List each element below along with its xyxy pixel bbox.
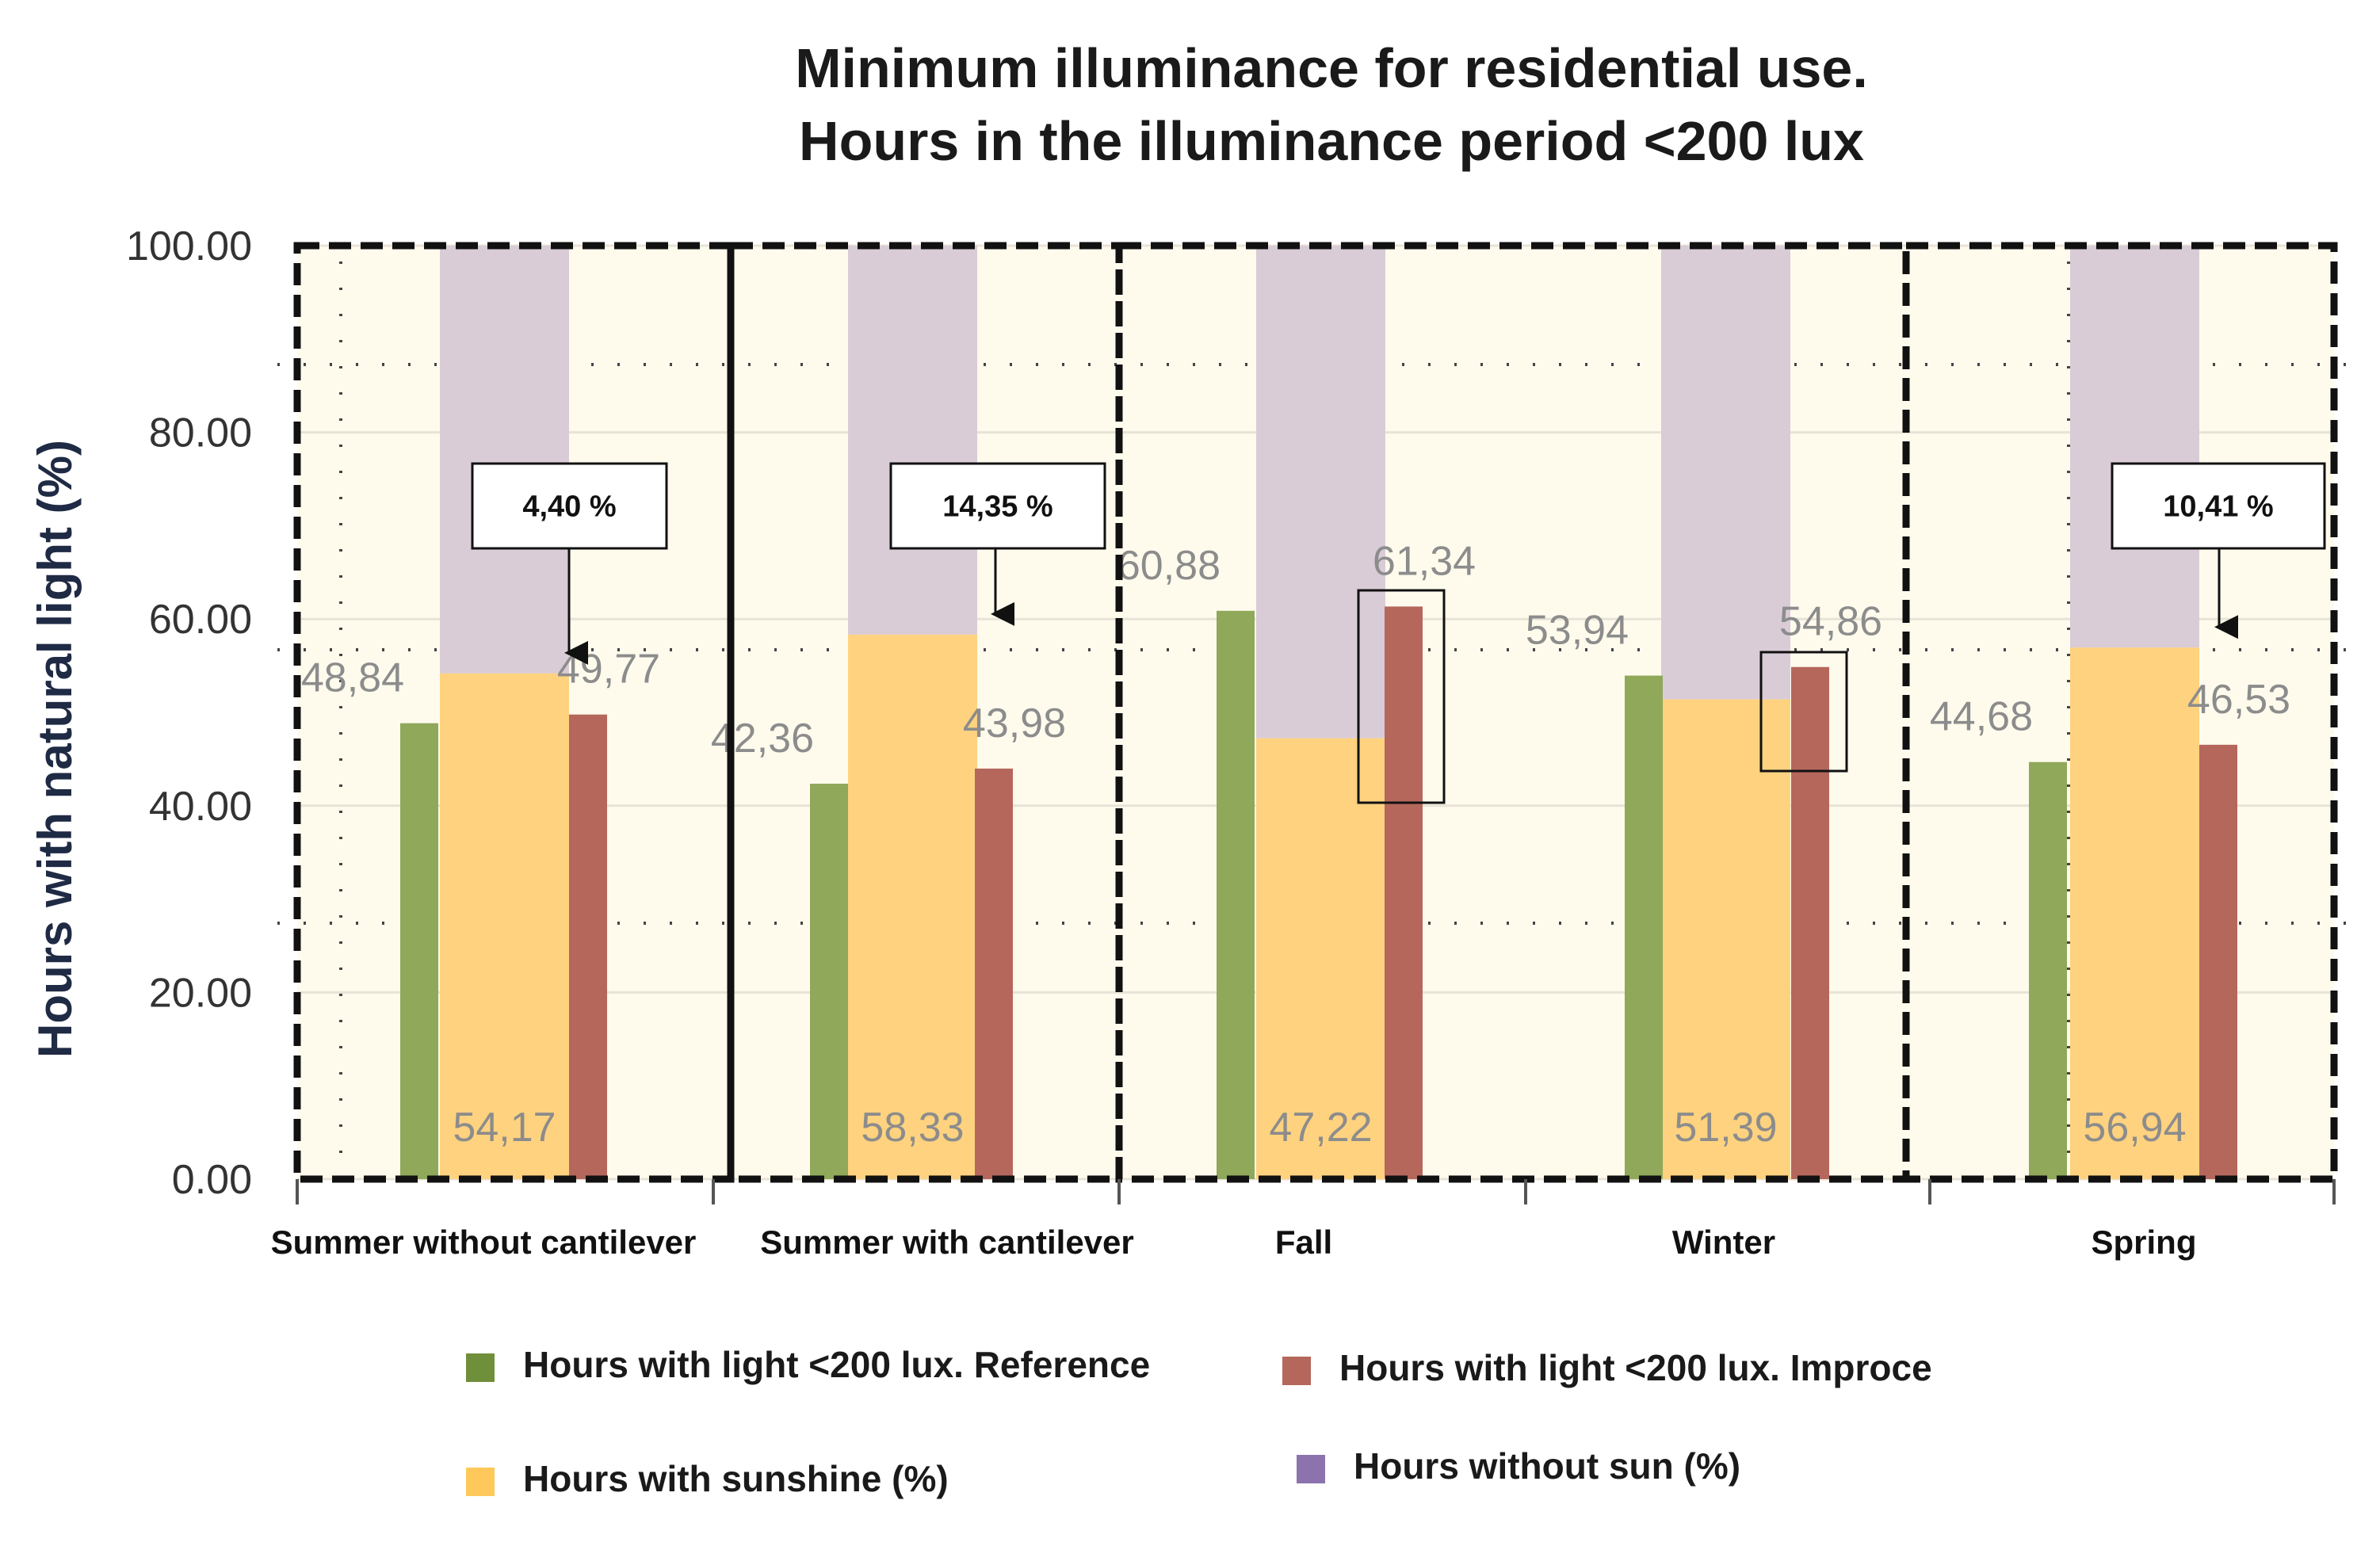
annotation-text: 10,41 % xyxy=(2163,491,2273,524)
x-category-label: Summer with cantilever xyxy=(760,1223,1134,1261)
value-label-sunshine: 47,22 xyxy=(1269,1105,1372,1151)
panel-borders xyxy=(293,242,2338,1204)
value-label-improved: 43,98 xyxy=(963,700,1066,746)
bar-improved xyxy=(1791,666,1829,1179)
value-label-improved: 61,34 xyxy=(1373,538,1476,584)
value-label-sunshine: 51,39 xyxy=(1674,1105,1777,1151)
annotations: 4,40 % 14,35 % 10,41 % xyxy=(471,462,2326,804)
panel-border xyxy=(1902,242,2338,1183)
y-axis-ticks: 0.00 20.00 40.00 60.00 80.00 100.00 xyxy=(126,223,252,1203)
bar-without-sun xyxy=(1661,246,1790,700)
bar-sunshine xyxy=(440,673,569,1179)
bars xyxy=(400,246,2237,1179)
bar-reference xyxy=(2029,762,2067,1179)
annotation-box xyxy=(2111,462,2326,550)
bar-improved xyxy=(2199,744,2237,1179)
panel-border xyxy=(727,242,1123,1183)
value-label-sunshine: 54,17 xyxy=(453,1105,556,1151)
y-tick-label: 20.00 xyxy=(149,970,252,1016)
bar-reference xyxy=(1217,610,1255,1179)
annotation-text: 14,35 % xyxy=(942,491,1052,524)
value-label-reference: 53,94 xyxy=(1526,608,1629,654)
y-tick-label: 40.00 xyxy=(149,784,252,830)
bar-reference xyxy=(810,783,848,1179)
highlight-box xyxy=(1759,651,1848,773)
y-tick-label: 0.00 xyxy=(172,1157,252,1203)
y-tick-label: 60.00 xyxy=(149,597,252,643)
bar-reference xyxy=(1625,675,1663,1179)
value-label-reference: 44,68 xyxy=(1930,694,2033,740)
legend-swatch xyxy=(466,1353,495,1382)
legend-label: Hours with light <200 lux. Improce xyxy=(1339,1347,1932,1388)
annotation-box xyxy=(471,462,668,550)
bar-improved xyxy=(569,714,607,1179)
bar-without-sun xyxy=(848,246,977,635)
x-category-label: Summer without cantilever xyxy=(271,1223,697,1261)
legend: Hours with light <200 lux. Reference Hour… xyxy=(466,1344,1932,1499)
value-labels: 48,84 49,77 54,17 42,36 43,98 58,33 60,88 61,34… xyxy=(301,538,2290,1151)
x-category-label: Winter xyxy=(1672,1223,1775,1261)
y-tick-label: 100.00 xyxy=(126,223,252,269)
bar-improved xyxy=(975,768,1013,1179)
highlight-box xyxy=(1357,589,1446,804)
value-label-improved: 49,77 xyxy=(557,647,660,693)
legend-label: Hours without sun (%) xyxy=(1354,1445,1740,1487)
chart-title-line1: Minimum illuminance for residential use. xyxy=(795,37,1868,99)
bar-without-sun xyxy=(440,246,569,674)
legend-swatch xyxy=(1297,1455,1325,1483)
bar-sunshine xyxy=(1256,738,1385,1179)
bar-without-sun xyxy=(2070,246,2199,648)
value-label-reference: 60,88 xyxy=(1117,543,1221,589)
bar-improved xyxy=(1385,606,1423,1179)
legend-swatch xyxy=(466,1468,495,1496)
value-label-reference: 42,36 xyxy=(711,716,814,762)
x-category-label: Fall xyxy=(1275,1223,1332,1261)
bar-without-sun xyxy=(1256,246,1385,739)
value-label-sunshine: 56,94 xyxy=(2083,1105,2186,1151)
bar-reference xyxy=(400,723,438,1179)
bar-sunshine xyxy=(1661,699,1790,1179)
y-axis-label: Hours with natural light (%) xyxy=(29,440,82,1058)
chart-title-line2: Hours in the illuminance period <200 lux xyxy=(799,110,1864,172)
legend-label: Hours with sunshine (%) xyxy=(523,1458,949,1499)
legend-swatch xyxy=(1282,1357,1311,1385)
annotation-box xyxy=(889,462,1106,550)
value-label-reference: 48,84 xyxy=(301,655,404,701)
annotation-text: 4,40 % xyxy=(522,491,616,524)
bar-sunshine xyxy=(848,634,977,1179)
legend-label: Hours with light <200 lux. Reference xyxy=(523,1344,1150,1385)
x-category-label: Spring xyxy=(2092,1223,2197,1261)
y-tick-label: 80.00 xyxy=(149,410,252,456)
bar-sunshine xyxy=(2070,647,2199,1179)
value-label-improved: 46,53 xyxy=(2187,677,2290,723)
value-label-sunshine: 58,33 xyxy=(861,1105,964,1151)
value-label-improved: 54,86 xyxy=(1779,599,1882,645)
category-labels: Summer without cantilever Summer with can… xyxy=(271,1223,2197,1261)
